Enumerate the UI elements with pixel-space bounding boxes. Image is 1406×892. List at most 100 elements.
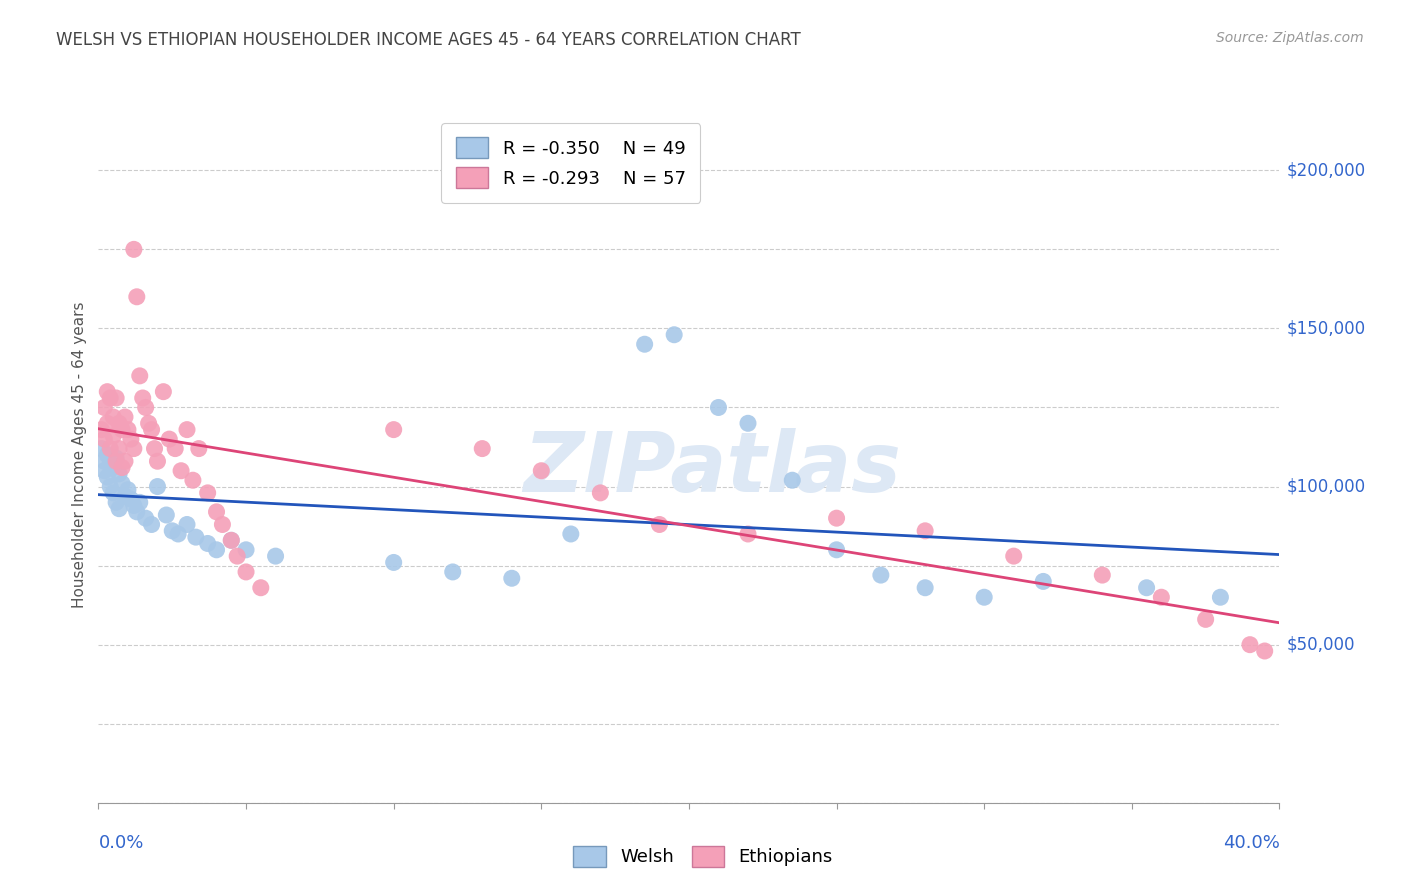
Point <box>155 508 177 522</box>
Point <box>114 489 136 503</box>
Point <box>103 409 125 424</box>
Point <box>825 542 848 557</box>
Text: $50,000: $50,000 <box>1286 636 1355 654</box>
Point <box>1032 574 1054 589</box>
Point <box>560 527 582 541</box>
Point <box>471 442 494 456</box>
Point <box>93 432 115 446</box>
Point <box>98 458 121 472</box>
Point <box>122 243 145 257</box>
Point <box>1002 549 1025 563</box>
Point <box>226 549 249 563</box>
Text: $150,000: $150,000 <box>1286 319 1365 337</box>
Point <box>141 423 163 437</box>
Point <box>125 290 148 304</box>
Point <box>737 417 759 431</box>
Point <box>633 337 655 351</box>
Point <box>108 501 131 516</box>
Point <box>157 432 180 446</box>
Point <box>103 486 125 500</box>
Point <box>122 499 145 513</box>
Point <box>98 479 121 493</box>
Point <box>1091 568 1114 582</box>
Point <box>93 401 115 415</box>
Point <box>1209 591 1232 605</box>
Point <box>111 460 134 475</box>
Point <box>105 391 128 405</box>
Point <box>105 451 128 466</box>
Point <box>973 591 995 605</box>
Legend: Welsh, Ethiopians: Welsh, Ethiopians <box>565 838 841 874</box>
Point <box>219 533 242 548</box>
Point <box>103 460 125 475</box>
Text: 0.0%: 0.0% <box>98 834 143 852</box>
Point <box>1135 581 1157 595</box>
Text: $100,000: $100,000 <box>1286 477 1365 496</box>
Text: 40.0%: 40.0% <box>1223 834 1279 852</box>
Point <box>105 495 128 509</box>
Point <box>103 429 125 443</box>
Point <box>825 511 848 525</box>
Point <box>382 556 405 570</box>
Point <box>648 517 671 532</box>
Point <box>128 368 150 383</box>
Point <box>737 527 759 541</box>
Point <box>1195 612 1218 626</box>
Point <box>132 391 155 405</box>
Point <box>914 581 936 595</box>
Point <box>501 571 523 585</box>
Point <box>122 442 145 456</box>
Point <box>1254 644 1277 658</box>
Point <box>170 464 193 478</box>
Point <box>90 423 112 437</box>
Point <box>250 581 273 595</box>
Point <box>93 464 115 478</box>
Point <box>205 542 228 557</box>
Point <box>120 492 142 507</box>
Point <box>187 442 209 456</box>
Point <box>135 401 157 415</box>
Point <box>111 423 134 437</box>
Point <box>235 542 257 557</box>
Point <box>530 464 553 478</box>
Point <box>96 384 118 399</box>
Point <box>197 486 219 500</box>
Text: ZIPatlas: ZIPatlas <box>523 428 901 509</box>
Point <box>869 568 891 582</box>
Point <box>90 442 112 456</box>
Point <box>235 565 257 579</box>
Text: $200,000: $200,000 <box>1286 161 1365 179</box>
Point <box>108 467 131 481</box>
Point <box>1239 638 1261 652</box>
Point <box>197 536 219 550</box>
Point <box>114 409 136 424</box>
Y-axis label: Householder Income Ages 45 - 64 years: Householder Income Ages 45 - 64 years <box>72 301 87 608</box>
Point <box>98 442 121 456</box>
Point <box>135 511 157 525</box>
Point <box>143 442 166 456</box>
Text: Source: ZipAtlas.com: Source: ZipAtlas.com <box>1216 31 1364 45</box>
Point <box>114 454 136 468</box>
Point <box>382 423 405 437</box>
Point <box>141 517 163 532</box>
Point <box>1150 591 1173 605</box>
Point <box>105 454 128 468</box>
Point <box>264 549 287 563</box>
Point <box>96 470 118 484</box>
Point <box>589 486 612 500</box>
Point <box>176 423 198 437</box>
Point <box>162 524 183 538</box>
Point <box>782 473 804 487</box>
Point <box>176 517 198 532</box>
Point <box>152 384 174 399</box>
Point <box>138 417 160 431</box>
Point <box>117 423 139 437</box>
Point <box>211 517 233 532</box>
Point <box>146 454 169 468</box>
Point <box>205 505 228 519</box>
Point <box>125 505 148 519</box>
Point <box>167 527 190 541</box>
Point <box>98 391 121 405</box>
Point <box>165 442 187 456</box>
Point <box>181 473 204 487</box>
